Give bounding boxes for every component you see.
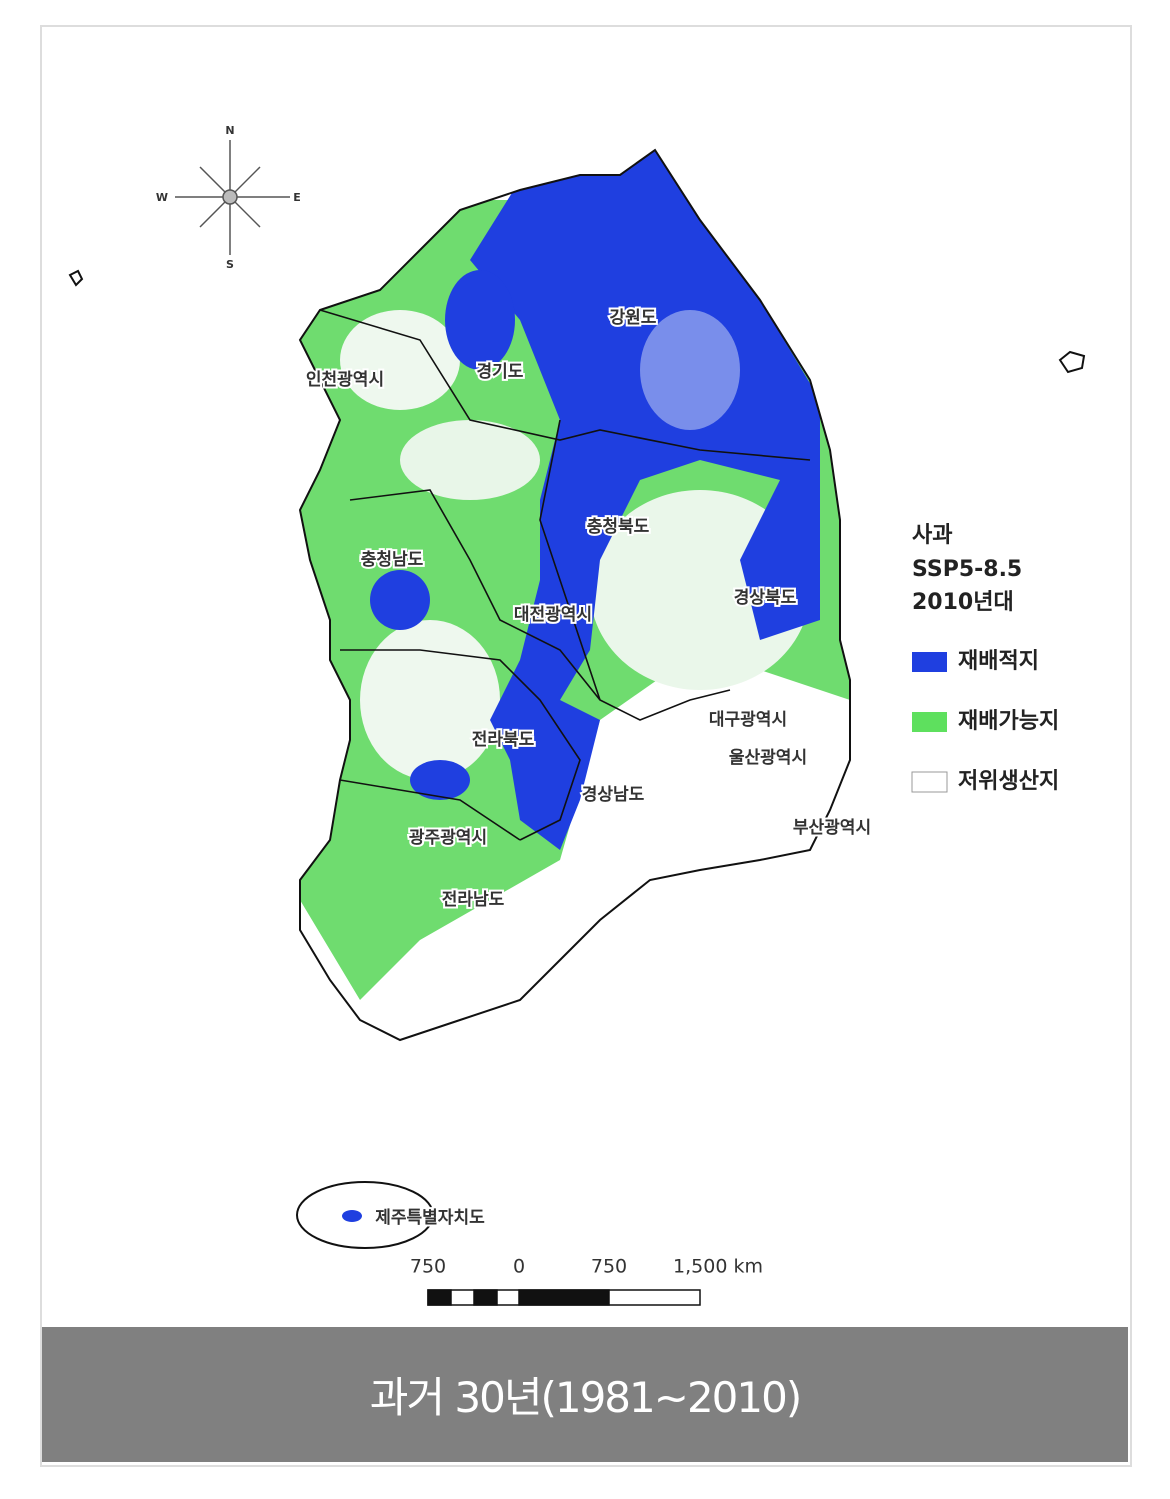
scale-bar xyxy=(427,1289,701,1306)
land-cover xyxy=(300,150,850,1040)
legend-title: 2010년대 xyxy=(912,590,1014,615)
legend-item: 저위생산지 xyxy=(958,769,1059,794)
caption: 과거 30년(1981~2010) xyxy=(42,1327,1128,1462)
islands xyxy=(68,269,1086,374)
region-label: 경상남도 xyxy=(582,785,645,805)
legend-title: 사과 xyxy=(912,523,952,548)
region-label: 강원도 xyxy=(610,308,657,328)
region-label: 전라남도 xyxy=(442,890,505,910)
legend-item: 재배적지 xyxy=(958,649,1039,674)
region-label: 대전광역시 xyxy=(514,605,592,625)
region-label: 제주특별자치도 xyxy=(375,1208,485,1228)
region-label: 충청북도 xyxy=(587,516,650,537)
legend-item: 재배가능지 xyxy=(958,709,1059,734)
region-label: 경상북도 xyxy=(734,588,797,608)
region-label: 충청남도 xyxy=(361,549,424,570)
region-label: 광주광역시 xyxy=(409,828,487,848)
compass-label: S xyxy=(226,258,234,271)
scale-label: 750 xyxy=(410,1256,446,1278)
province-borders xyxy=(319,309,811,841)
scale-label: 750 xyxy=(591,1256,627,1278)
legend-title: SSP5-8.5 xyxy=(912,557,1022,582)
region-label: 울산광역시 xyxy=(729,748,807,768)
region-label: 인천광역시 xyxy=(306,370,384,390)
scale-label: 1,500 km xyxy=(673,1256,763,1278)
legend-swatch xyxy=(911,771,948,793)
compass-label: E xyxy=(293,191,301,204)
region-label: 부산광역시 xyxy=(793,818,871,838)
jeju-cover xyxy=(342,1210,362,1222)
scale-label: 0 xyxy=(513,1256,525,1278)
compass xyxy=(175,140,290,255)
compass-label: N xyxy=(225,124,234,137)
region-label: 경기도 xyxy=(477,362,524,382)
legend-swatch xyxy=(912,652,947,672)
frame xyxy=(40,25,1132,1467)
region-label: 전라북도 xyxy=(472,730,535,750)
legend-swatch xyxy=(912,712,947,732)
region-label: 대구광역시 xyxy=(709,710,787,730)
compass-label: W xyxy=(156,191,168,204)
jeju xyxy=(296,1181,434,1249)
